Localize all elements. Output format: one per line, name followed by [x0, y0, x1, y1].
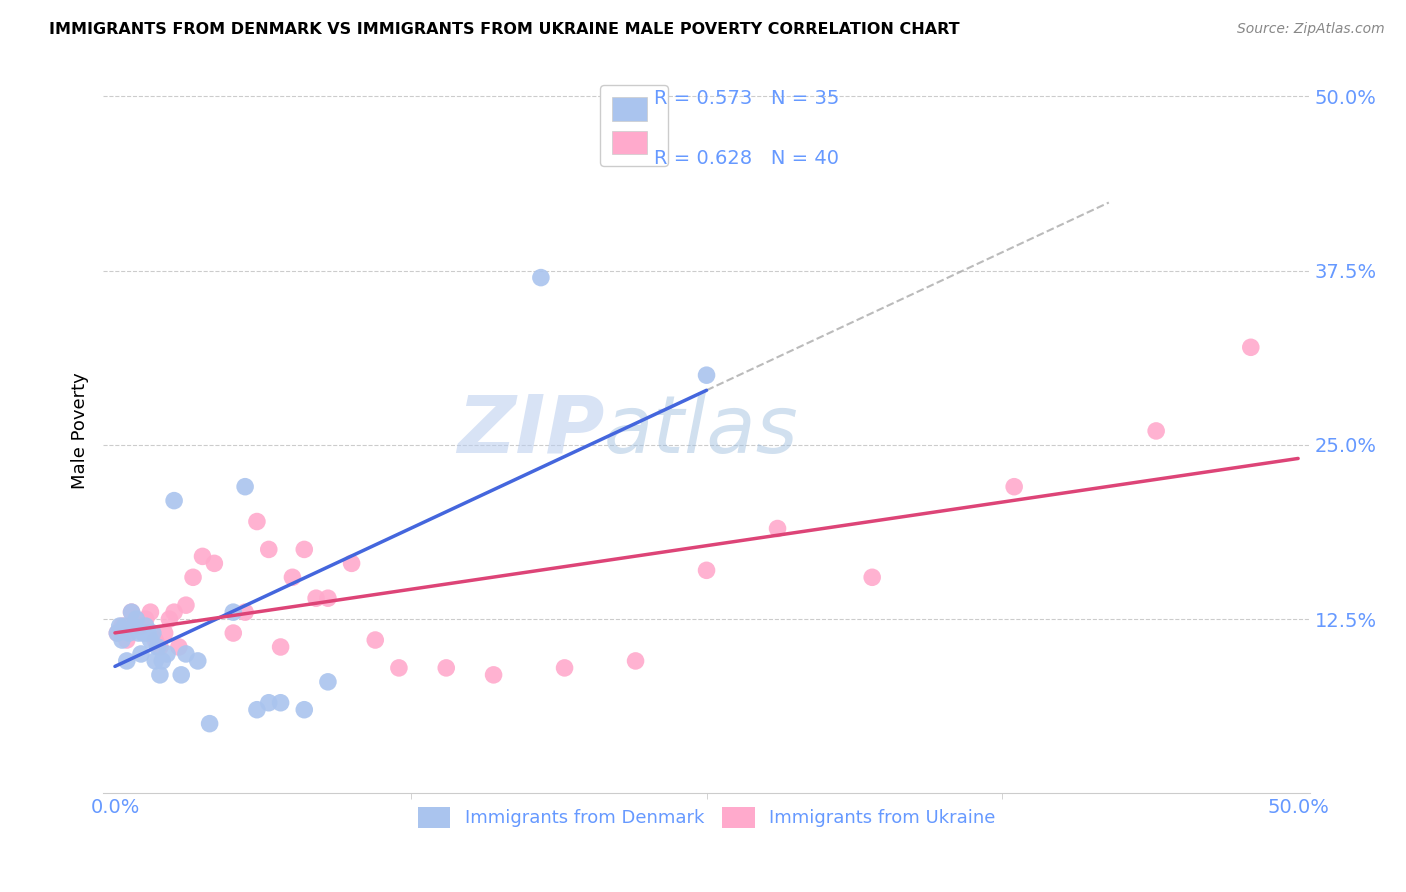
Point	[136, 626, 159, 640]
Point	[157, 612, 180, 626]
Text: R = 0.628   N = 40: R = 0.628 N = 40	[654, 149, 839, 168]
Point	[198, 716, 221, 731]
Text: ZIP: ZIP	[457, 392, 605, 470]
Point	[696, 368, 718, 383]
Point	[115, 633, 138, 648]
Point	[187, 654, 209, 668]
Point	[270, 696, 292, 710]
Point	[115, 654, 138, 668]
Point	[156, 647, 179, 661]
Text: atlas: atlas	[605, 392, 799, 470]
Point	[270, 640, 292, 654]
Point	[170, 668, 193, 682]
Point	[281, 570, 304, 584]
Point	[316, 591, 339, 606]
Point	[112, 619, 135, 633]
Point	[146, 640, 169, 654]
Point	[1002, 480, 1025, 494]
Point	[222, 626, 245, 640]
Point	[142, 626, 165, 640]
Point	[125, 619, 148, 633]
Point	[163, 605, 186, 619]
Point	[257, 696, 280, 710]
Point	[292, 542, 315, 557]
Point	[191, 549, 214, 564]
Point	[174, 647, 197, 661]
Text: IMMIGRANTS FROM DENMARK VS IMMIGRANTS FROM UKRAINE MALE POVERTY CORRELATION CHAR: IMMIGRANTS FROM DENMARK VS IMMIGRANTS FR…	[49, 22, 960, 37]
Text: R = 0.573   N = 35: R = 0.573 N = 35	[654, 89, 839, 108]
Point	[143, 633, 166, 648]
Point	[143, 654, 166, 668]
Point	[105, 626, 128, 640]
Point	[233, 605, 256, 619]
Point	[132, 626, 155, 640]
Point	[530, 270, 553, 285]
Point	[364, 633, 387, 648]
Point	[246, 703, 269, 717]
Point	[624, 654, 647, 668]
Point	[149, 640, 172, 654]
Point	[292, 703, 315, 717]
Point	[246, 515, 269, 529]
Point	[121, 605, 143, 619]
Point	[111, 633, 134, 648]
Point	[202, 557, 225, 571]
Point	[766, 521, 789, 535]
Point	[482, 668, 505, 682]
Point	[105, 626, 128, 640]
Point	[118, 626, 141, 640]
Point	[135, 619, 157, 633]
Point	[129, 647, 152, 661]
Y-axis label: Male Poverty: Male Poverty	[72, 373, 89, 490]
Point	[1240, 340, 1263, 354]
Point	[122, 619, 145, 633]
Point	[696, 563, 718, 577]
Point	[316, 674, 339, 689]
Point	[222, 605, 245, 619]
Point	[139, 633, 162, 648]
Point	[108, 619, 131, 633]
Point	[860, 570, 883, 584]
Point	[139, 605, 162, 619]
Point	[163, 493, 186, 508]
Point	[257, 542, 280, 557]
Point	[305, 591, 328, 606]
Point	[554, 661, 576, 675]
Point	[135, 612, 157, 626]
Point	[340, 557, 363, 571]
Point	[150, 654, 173, 668]
Point	[125, 612, 148, 626]
Text: Source: ZipAtlas.com: Source: ZipAtlas.com	[1237, 22, 1385, 37]
Legend: Immigrants from Denmark, Immigrants from Ukraine: Immigrants from Denmark, Immigrants from…	[411, 800, 1002, 835]
Point	[1144, 424, 1167, 438]
Point	[388, 661, 411, 675]
Point	[111, 619, 134, 633]
Point	[149, 668, 172, 682]
Point	[174, 598, 197, 612]
Point	[167, 640, 190, 654]
Point	[434, 661, 457, 675]
Point	[121, 605, 143, 619]
Point	[233, 480, 256, 494]
Point	[129, 619, 152, 633]
Point	[153, 626, 176, 640]
Point	[181, 570, 204, 584]
Point	[128, 626, 150, 640]
